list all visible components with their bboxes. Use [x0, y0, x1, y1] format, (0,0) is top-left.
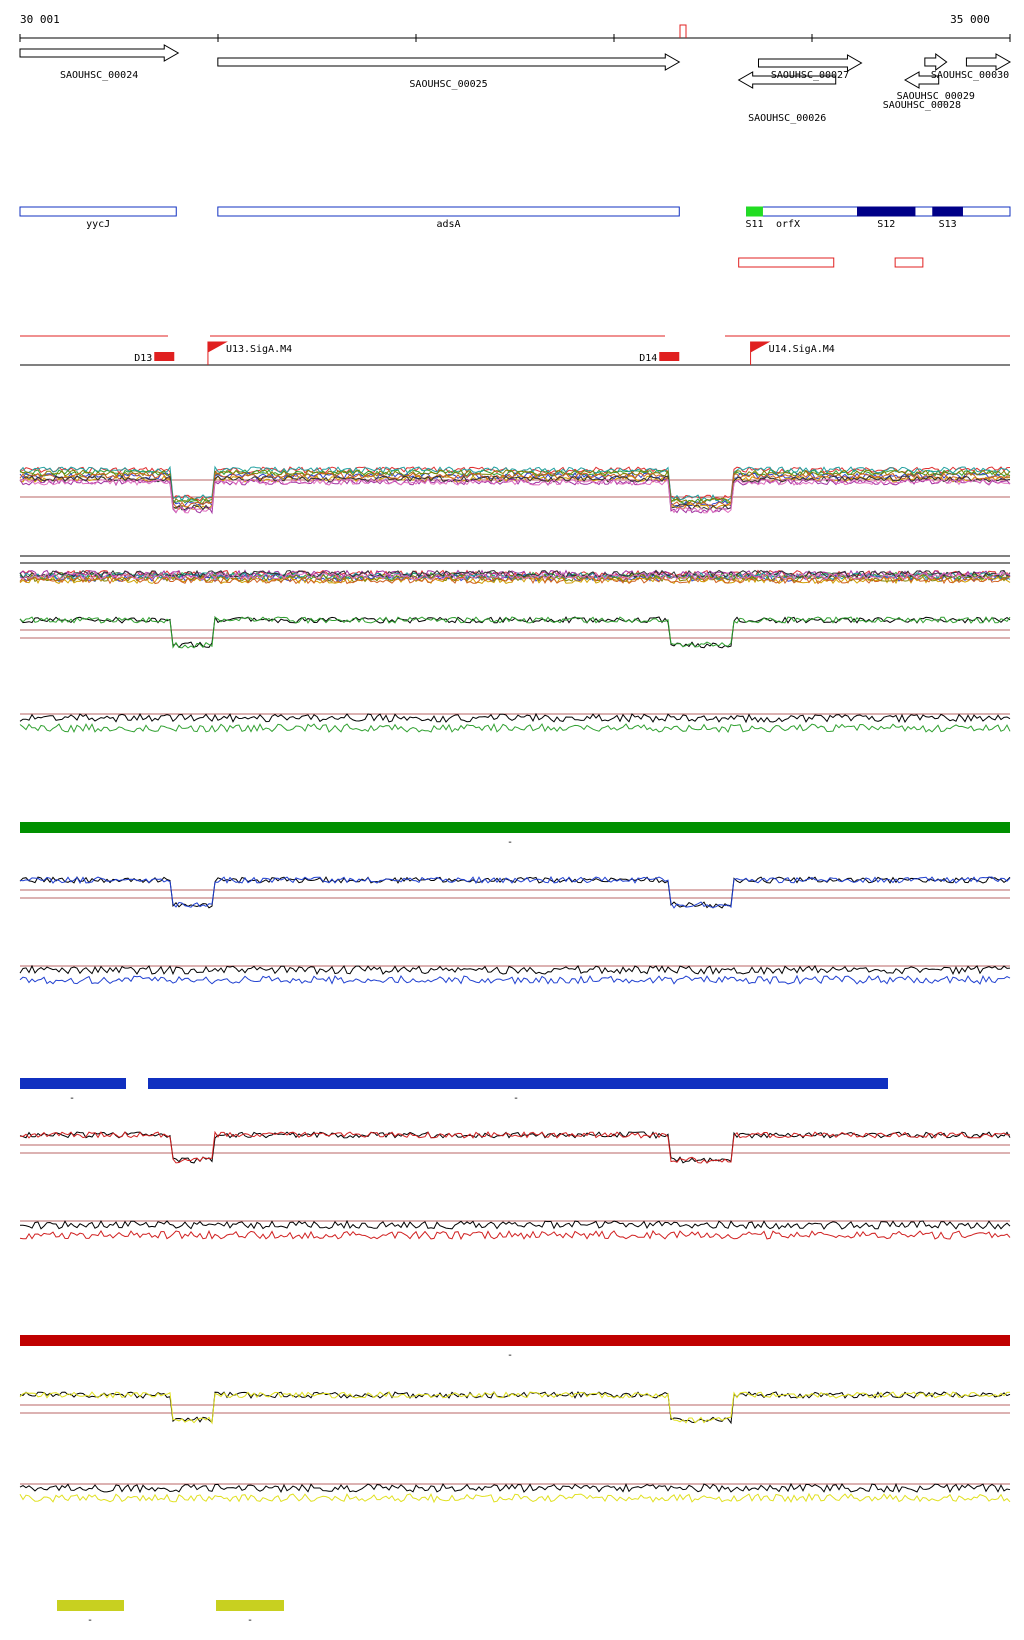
gene-label: SAOUHSC_00024 — [60, 70, 138, 81]
gene-track: SAOUHSC_00024 SAOUHSC_00025 SAOUHSC_00026 S… — [20, 45, 1010, 124]
red-condition-track: - — [20, 1132, 1010, 1361]
condition-bar-label: - — [69, 1093, 75, 1104]
signal-line-2 — [20, 1221, 1010, 1229]
condition-bar — [20, 1335, 1010, 1346]
promoter-flag — [208, 342, 226, 365]
orfx-segment-label: S13 — [939, 219, 957, 230]
signal-line — [20, 617, 1010, 648]
red-region-box — [739, 258, 834, 267]
gene-arrow — [20, 45, 178, 61]
terminator-block — [154, 352, 174, 361]
gene-arrow — [966, 54, 1010, 70]
condition-bar-label: - — [513, 1093, 519, 1104]
signal-line-2 — [20, 1494, 1010, 1502]
gene-arrow — [758, 55, 861, 71]
ruler-end-label: 35 000 — [950, 13, 990, 26]
promoter-flag — [751, 342, 769, 365]
blue-condition-track: -- — [20, 877, 1010, 1104]
multi-condition-track — [20, 467, 1010, 584]
promoter-label: U14.SigA.M4 — [769, 344, 835, 355]
ruler-marker — [680, 25, 686, 38]
terminator-label: D13 — [134, 353, 152, 364]
condition-bar-label: - — [247, 1615, 253, 1626]
gene-label: SAOUHSC_00030 — [931, 70, 1009, 81]
signal-line-2 — [20, 1484, 1010, 1492]
terminator-label: D14 — [639, 353, 657, 364]
annotation-label: adsA — [437, 219, 461, 230]
gene-label: SAOUHSC_00029 — [897, 91, 975, 102]
gene-label: SAOUHSC_00026 — [748, 113, 826, 124]
signal-line-2 — [20, 976, 1010, 984]
red-region-track — [739, 258, 923, 267]
coordinate-ruler: 30 001 35 000 — [20, 13, 1010, 42]
multi-condition-line — [20, 479, 1010, 513]
red-region-box — [895, 258, 923, 267]
signal-line — [20, 1132, 1010, 1163]
signal-line-2 — [20, 966, 1010, 974]
annotation-box — [218, 207, 679, 216]
annotation-box — [20, 207, 176, 216]
ruler-start-label: 30 001 — [20, 13, 60, 26]
green-condition-track: - — [20, 617, 1010, 848]
condition-bar — [57, 1600, 124, 1611]
orfx-segment — [747, 207, 763, 216]
signal-line — [20, 1392, 1010, 1423]
condition-bar — [20, 1078, 126, 1089]
annotation-label: yycJ — [86, 219, 110, 230]
condition-bar — [216, 1600, 284, 1611]
gene-arrow — [218, 54, 679, 70]
promoter-label: U13.SigA.M4 — [226, 344, 292, 355]
orfx-segment — [858, 207, 915, 216]
condition-bar-label: - — [87, 1615, 93, 1626]
yellow-condition-track: -- — [20, 1392, 1010, 1626]
annotation-track: yycJ adsA orfX S11 S12 S13 — [20, 207, 1010, 230]
promoter-terminator-track: U13.SigA.M4 U14.SigA.M4 D13 D14 — [20, 336, 1010, 365]
condition-bar-label: - — [507, 837, 513, 848]
condition-bar — [20, 822, 1010, 833]
signal-line — [20, 877, 1010, 908]
gene-label: SAOUHSC_00027 — [771, 70, 849, 81]
gene-arrow — [925, 54, 947, 70]
orfx-label: orfX — [776, 219, 800, 230]
orfx-segment-label: S12 — [877, 219, 895, 230]
signal-line — [20, 617, 1010, 648]
signal-line-2 — [20, 1231, 1010, 1239]
terminator-block — [659, 352, 679, 361]
orfx-segment-label: S11 — [745, 219, 763, 230]
orfx-segment — [933, 207, 963, 216]
signal-line-2 — [20, 714, 1010, 722]
condition-bar-label: - — [507, 1350, 513, 1361]
signal-line-2 — [20, 724, 1010, 732]
gene-label: SAOUHSC_00025 — [409, 79, 487, 90]
condition-bar — [148, 1078, 888, 1089]
